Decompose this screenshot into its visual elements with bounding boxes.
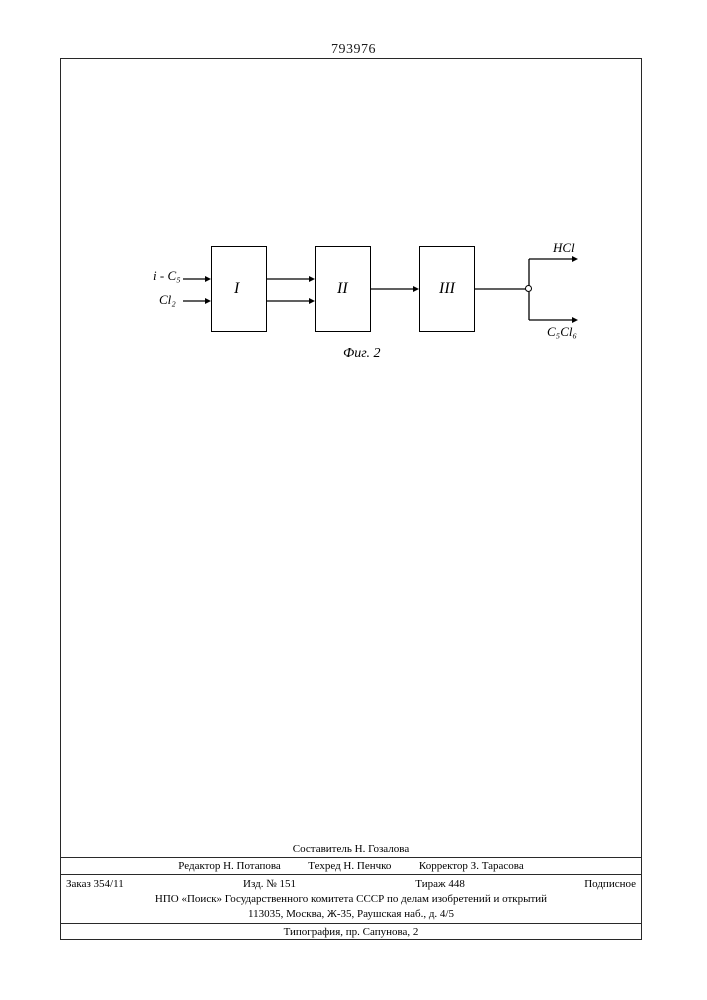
input-label-cl2: Cl₂ xyxy=(159,292,176,308)
figure-caption: Фиг. 2 xyxy=(343,346,381,362)
block-2-label: II xyxy=(337,280,348,298)
org-line-1: НПО «Поиск» Государственного комитета СС… xyxy=(60,892,642,908)
compiler-line: Составитель Н. Гозалова xyxy=(60,841,642,857)
arrow-input-top xyxy=(183,276,211,282)
arrow-out-c5cl6 xyxy=(528,292,578,326)
block-3-label: III xyxy=(439,280,455,298)
arrow-1-2-top xyxy=(267,276,315,282)
flow-diagram: i - C₅ Cl₂ I II III HCl xyxy=(155,240,585,360)
document-number: 793976 xyxy=(0,42,707,58)
footer-block: Составитель Н. Гозалова Редактор Н. Пота… xyxy=(60,841,642,941)
circulation: Тираж 448 xyxy=(415,878,465,890)
publication-row: Заказ 354/11 Изд. № 151 Тираж 448 Подпис… xyxy=(60,875,642,892)
org-line-2: 113035, Москва, Ж-35, Раушская наб., д. … xyxy=(60,907,642,923)
output-label-hcl: HCl xyxy=(553,240,575,256)
input-label-ic5: i - C₅ xyxy=(153,268,181,284)
arrow-1-2-bottom xyxy=(267,298,315,304)
edition-number: Изд. № 151 xyxy=(243,878,296,890)
order-number: Заказ 354/11 xyxy=(66,878,124,890)
arrow-input-bottom xyxy=(183,298,211,304)
page-border xyxy=(60,58,642,940)
typography-line: Типография, пр. Сапунова, 2 xyxy=(60,924,642,940)
block-1-label: I xyxy=(234,280,239,298)
output-label-c5cl6: C₅Cl₆ xyxy=(547,324,577,340)
arrow-out-hcl xyxy=(528,256,578,292)
line-3-node xyxy=(475,286,527,292)
arrow-2-3 xyxy=(371,286,419,292)
subscription: Подписное xyxy=(584,878,636,890)
roles-line: Редактор Н. Потапова Техред Н. Пенчко Ко… xyxy=(60,858,642,874)
